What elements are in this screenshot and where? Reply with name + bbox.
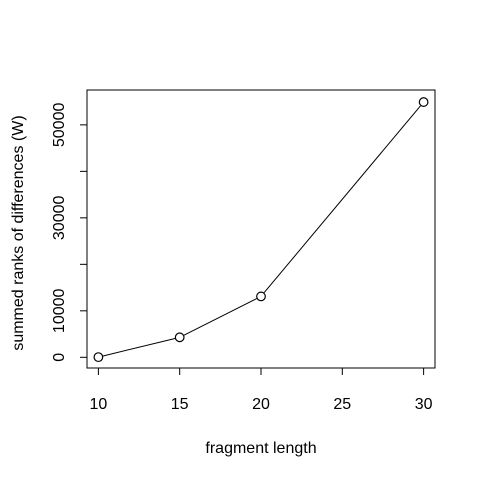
y-axis-label: summed ranks of differences (W) [10, 115, 27, 350]
data-point [418, 97, 429, 107]
y-axis: 0 10000 30000 50000 [51, 103, 88, 362]
y-tick-label: 50000 [51, 103, 68, 148]
x-axis-label: fragment length [205, 440, 316, 457]
plot-frame [86, 89, 436, 369]
x-tick-label: 10 [89, 396, 107, 413]
series-segment [263, 105, 421, 294]
data-point [256, 291, 266, 302]
y-tick-label: 0 [51, 353, 68, 362]
x-tick-label: 25 [333, 396, 351, 413]
y-tick-label: 10000 [51, 288, 68, 333]
x-tick-label: 15 [171, 396, 189, 413]
y-tick-label: 30000 [51, 195, 68, 240]
data-point [174, 332, 185, 343]
x-tick-label: 30 [415, 396, 433, 413]
data-point [93, 352, 104, 363]
series-segment [102, 337, 176, 357]
series-layer [93, 97, 429, 363]
x-axis: 10 15 20 25 30 [89, 367, 433, 413]
x-tick-label: 20 [252, 396, 270, 413]
series-segment [183, 298, 257, 336]
